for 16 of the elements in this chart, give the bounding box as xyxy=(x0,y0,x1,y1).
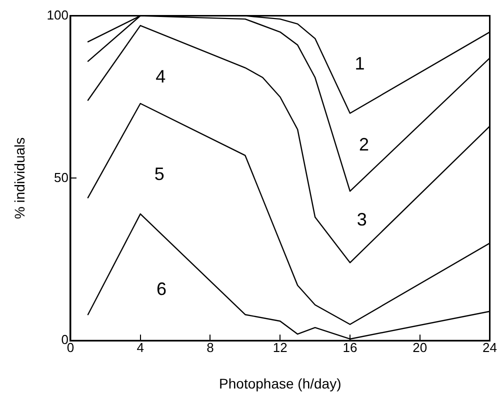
y-axis-title: % individuals xyxy=(11,137,28,220)
x-tick-label: 24 xyxy=(482,340,498,355)
x-tick-label: 12 xyxy=(272,340,288,355)
x-axis-title: Photophase (h/day) xyxy=(219,375,342,392)
x-tick-label: 8 xyxy=(206,340,214,355)
x-tick-label: 20 xyxy=(412,340,428,355)
annotation: 2 xyxy=(358,134,369,155)
annotation: 1 xyxy=(354,53,365,74)
y-tick-label: 100 xyxy=(46,7,68,22)
x-tick-label: 4 xyxy=(136,340,144,355)
annotation: 3 xyxy=(356,209,367,230)
annotation: 5 xyxy=(154,164,164,184)
annotation: 4 xyxy=(156,66,166,86)
y-tick-label: 50 xyxy=(54,170,68,185)
x-tick-label: 16 xyxy=(342,340,358,355)
annotation: 6 xyxy=(156,279,166,300)
